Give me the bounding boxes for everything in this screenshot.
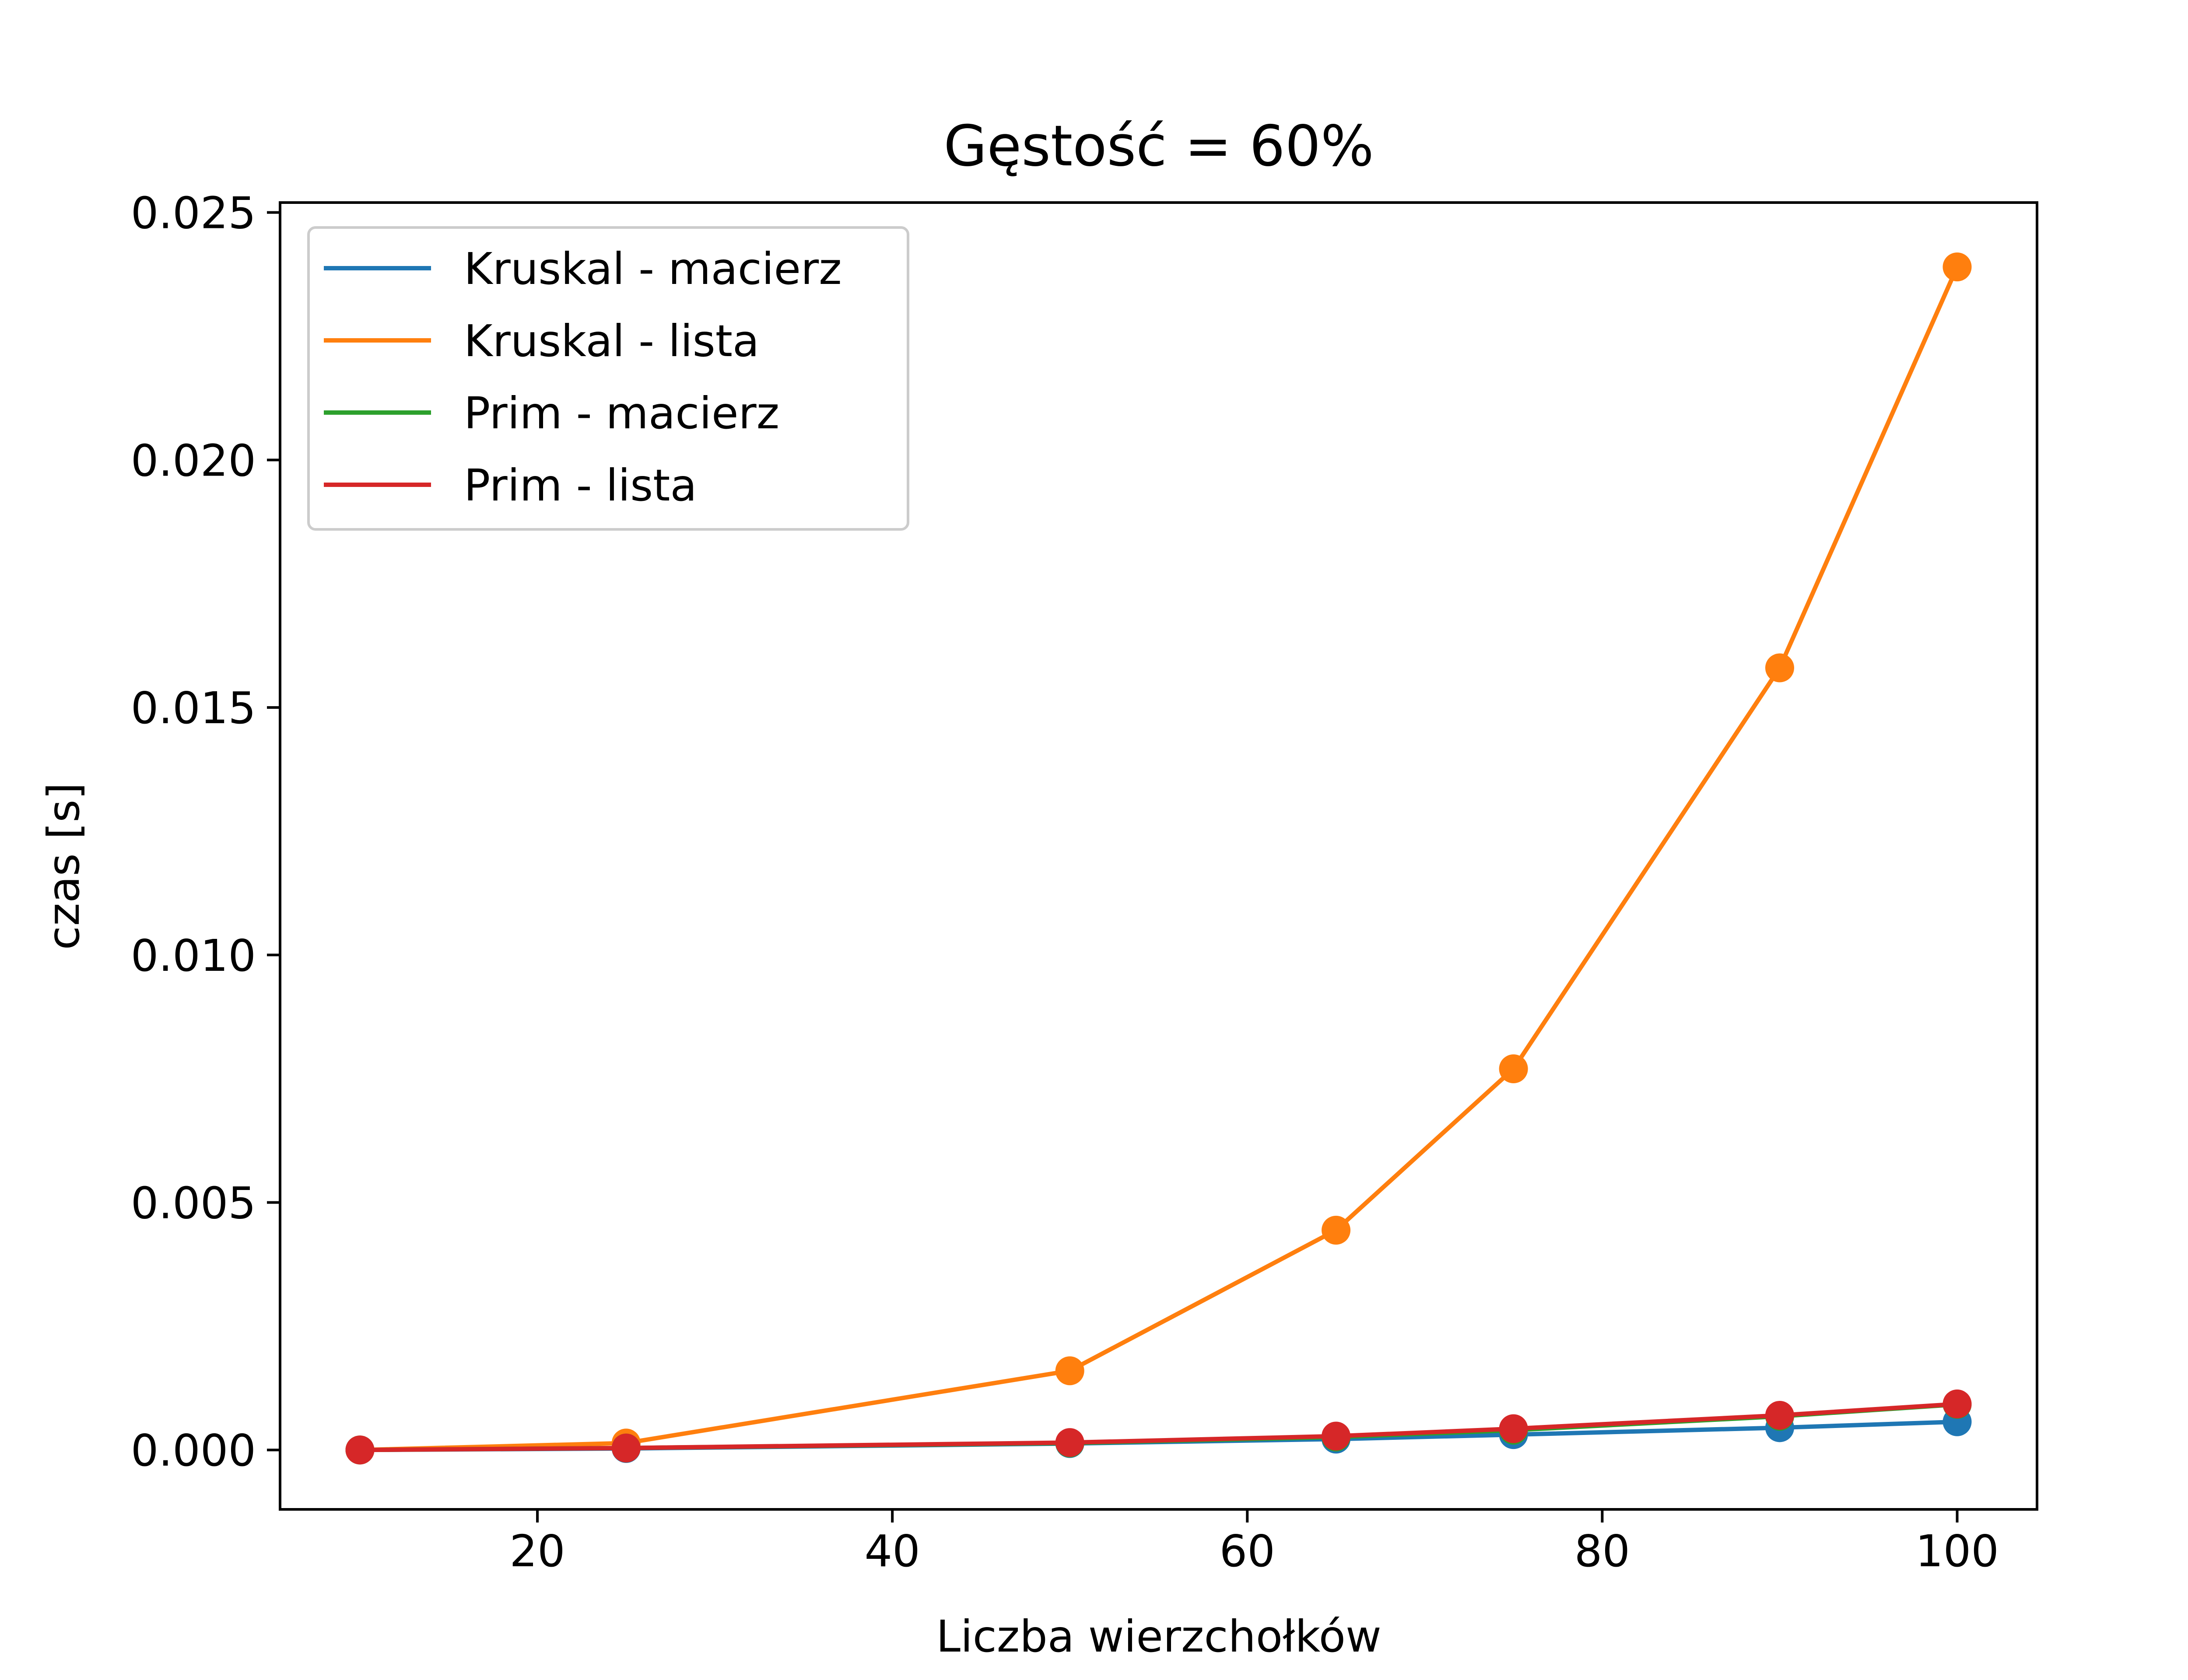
legend-label-prim-lista: Prim - lista — [464, 460, 697, 511]
legend-box — [307, 226, 909, 531]
data-point-kruskal-lista — [1765, 653, 1794, 682]
data-point-prim-lista — [611, 1433, 641, 1463]
data-point-prim-lista — [1499, 1414, 1528, 1443]
data-point-kruskal-lista — [1322, 1215, 1351, 1245]
data-point-prim-lista — [1765, 1401, 1794, 1430]
plot-area: 20 40 60 80 100 0.000 0.005 0.010 0.015 0.020 0.02… — [131, 188, 2038, 1577]
data-point-kruskal-lista — [1055, 1356, 1084, 1386]
y-tick-label: 0.005 — [131, 1178, 256, 1229]
axes-frame — [279, 201, 2038, 1511]
x-tick-label: 80 — [1574, 1526, 1630, 1577]
x-tick-label: 40 — [865, 1526, 920, 1577]
data-point-prim-lista — [345, 1435, 375, 1465]
x-tick-label: 60 — [1220, 1526, 1275, 1577]
x-tick-label: 20 — [509, 1526, 565, 1577]
y-tick-label: 0.015 — [131, 682, 256, 734]
y-tick-label: 0.025 — [131, 188, 256, 239]
x-axis-label: Liczba wierzchołków — [936, 1611, 1381, 1662]
legend-label-kruskal-macierz: Kruskal - macierz — [464, 243, 842, 294]
y-tick-label: 0.010 — [131, 930, 256, 981]
legend-label-prim-macierz: Prim - macierz — [464, 388, 779, 439]
y-axis-label: czas [s] — [38, 783, 89, 950]
chart-title: Gęstość = 60% — [943, 114, 1374, 179]
data-point-kruskal-lista — [1943, 252, 1972, 282]
x-tick-label: 100 — [1915, 1526, 1999, 1577]
y-tick-label: 0.020 — [131, 435, 256, 486]
legend: Kruskal - macierz Kruskal - lista Prim - m… — [307, 226, 909, 531]
y-tick-label: 0.000 — [131, 1425, 256, 1476]
data-point-prim-lista — [1943, 1390, 1972, 1419]
data-point-prim-lista — [1322, 1421, 1351, 1451]
legend-label-kruskal-lista: Kruskal - lista — [464, 315, 759, 367]
data-point-kruskal-lista — [1499, 1054, 1528, 1084]
data-point-prim-lista — [1055, 1428, 1084, 1457]
